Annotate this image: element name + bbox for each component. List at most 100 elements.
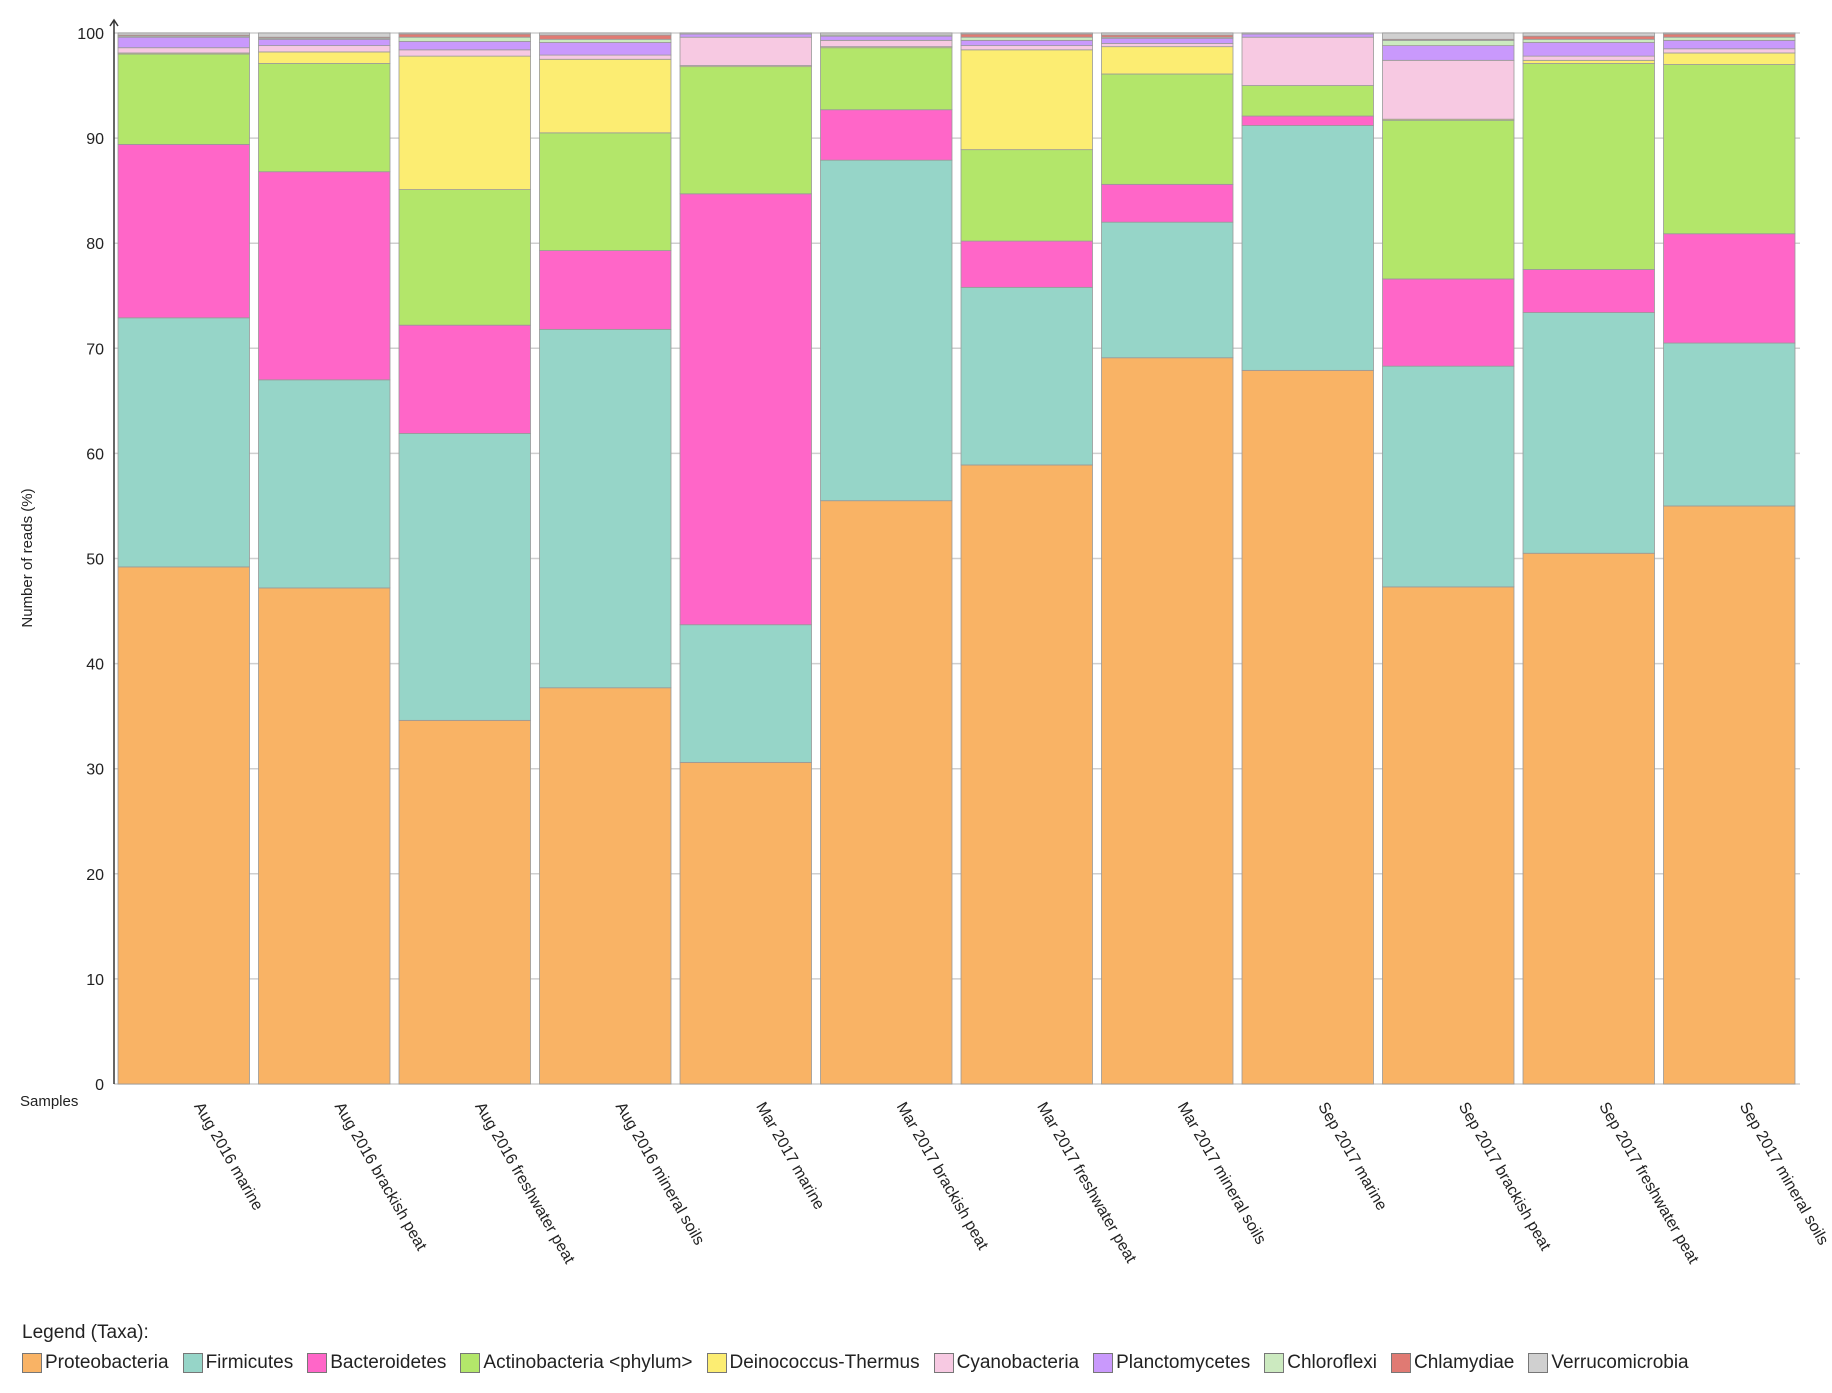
- legend-item[interactable]: Deinococcus-Thermus: [706, 1352, 920, 1374]
- bar-segment: [1663, 39, 1796, 50]
- bar-segment: [1101, 221, 1234, 359]
- y-tick-label: 30: [86, 762, 104, 779]
- bar-segment: [1101, 73, 1234, 185]
- legend-label: Cyanobacteria: [956, 1352, 1080, 1373]
- legend-swatch: [933, 1353, 954, 1373]
- bar-segment: [258, 45, 391, 53]
- bar-segment: [258, 63, 391, 173]
- legend-items: Proteobacteria Firmicutes Bacteroidetes Act…: [22, 1352, 1689, 1374]
- bar-segment: [820, 159, 953, 502]
- bar-segment: [1382, 59, 1515, 120]
- y-axis-arrow: [109, 18, 119, 27]
- legend-swatch: [22, 1353, 42, 1373]
- bar-segment: [820, 32, 953, 36]
- bar-segment: [820, 500, 953, 1085]
- bar-segment: [539, 328, 672, 689]
- y-tick-label: 100: [77, 26, 104, 43]
- bar-segment: [1522, 59, 1655, 64]
- legend-item[interactable]: Planctomycetes: [1093, 1352, 1250, 1374]
- y-tick-label: 20: [86, 867, 104, 884]
- legend-label: Planctomycetes: [1116, 1352, 1251, 1373]
- bar-segment: [1522, 32, 1655, 37]
- x-tick-label: Sep 2017 freshwater peat: [1595, 1100, 1702, 1268]
- bar-segment: [1663, 52, 1796, 65]
- x-tick-label: Sep 2017 mineral soils: [1736, 1100, 1832, 1249]
- legend-label: Chlamydiae: [1414, 1352, 1515, 1373]
- bar-segment: [1663, 33, 1796, 38]
- bar-segment: [1382, 365, 1515, 588]
- bar-segment: [1382, 32, 1515, 40]
- legend-item[interactable]: Actinobacteria <phylum>: [460, 1352, 693, 1374]
- bar-segment: [1101, 46, 1234, 75]
- legend-item[interactable]: Cyanobacteria: [933, 1352, 1080, 1374]
- bar-segment: [1663, 36, 1796, 41]
- x-tick-label: Sep 2017 marine: [1314, 1100, 1390, 1214]
- bar-segment: [1382, 278, 1515, 367]
- legend-item[interactable]: Bacteroidetes: [307, 1352, 446, 1374]
- bar-segment: [1522, 63, 1655, 270]
- x-tick-label: Aug 2016 marine: [190, 1100, 266, 1214]
- legend-label: Proteobacteria: [45, 1352, 169, 1373]
- bar-segment: [1663, 505, 1796, 1085]
- bar-segment: [1522, 269, 1655, 313]
- bar-segment: [539, 250, 672, 330]
- bar-segment: [398, 189, 531, 326]
- bar-segment: [1522, 552, 1655, 1085]
- bar-segment: [1241, 369, 1374, 1085]
- x-tick-label: Aug 2016 brackish peat: [331, 1100, 430, 1255]
- bar-segment: [1382, 586, 1515, 1085]
- bar-segment: [820, 39, 953, 48]
- legend-label: Actinobacteria <phylum>: [483, 1352, 693, 1373]
- bar-segment: [679, 66, 812, 195]
- legend-item[interactable]: Chloroflexi: [1264, 1352, 1377, 1374]
- bar-segment: [820, 47, 953, 111]
- bar-segment: [1382, 119, 1515, 280]
- x-tick-label: Mar 2017 marine: [752, 1100, 827, 1213]
- bar-segment: [1522, 312, 1655, 554]
- bar-segment: [1382, 45, 1515, 61]
- bar-segment: [539, 32, 672, 36]
- bar-segment: [398, 36, 531, 42]
- bar-segment: [1522, 38, 1655, 43]
- bar-segment: [960, 464, 1093, 1085]
- bar-segment: [1663, 342, 1796, 507]
- bar-segment: [1663, 64, 1796, 235]
- bar-segment: [398, 55, 531, 190]
- legend-item[interactable]: Firmicutes: [182, 1352, 293, 1374]
- bar-segment: [960, 286, 1093, 466]
- legend-item[interactable]: Chlamydiae: [1391, 1352, 1514, 1374]
- bar-segment: [398, 41, 531, 51]
- bar-segment: [398, 433, 531, 721]
- bar-segment: [258, 587, 391, 1085]
- x-tick-label: Aug 2016 freshwater peat: [471, 1100, 578, 1268]
- bar-segment: [258, 171, 391, 381]
- bar-segment: [1101, 183, 1234, 223]
- bar-segment: [258, 32, 391, 38]
- legend-item[interactable]: Verrucomicrobia: [1528, 1352, 1689, 1374]
- bar-segment: [258, 379, 391, 589]
- legend-item[interactable]: Proteobacteria: [22, 1352, 169, 1374]
- bar-segment: [1522, 35, 1655, 40]
- bar-segment: [398, 49, 531, 57]
- bar-segment: [1241, 85, 1374, 117]
- legend-swatch: [1391, 1353, 1412, 1373]
- bar-segment: [117, 36, 250, 49]
- bar-segment: [679, 33, 812, 38]
- y-tick-label: 40: [86, 657, 104, 674]
- bar-segment: [539, 42, 672, 56]
- bar-segment: [539, 58, 672, 134]
- bar-segment: [1241, 33, 1374, 38]
- legend-label: Bacteroidetes: [330, 1352, 447, 1373]
- bar-segment: [679, 36, 812, 66]
- bars: [117, 32, 1796, 1085]
- x-tick-label: Sep 2017 brackish peat: [1455, 1100, 1554, 1255]
- bar-segment: [539, 132, 672, 251]
- bar-segment: [1101, 357, 1234, 1085]
- y-tick-label: 90: [86, 131, 104, 148]
- legend-swatch: [1264, 1353, 1285, 1373]
- bar-segment: [398, 324, 531, 434]
- bar-segment: [960, 49, 1093, 151]
- y-tick-label: 60: [86, 446, 104, 463]
- bar-segment: [960, 36, 1093, 41]
